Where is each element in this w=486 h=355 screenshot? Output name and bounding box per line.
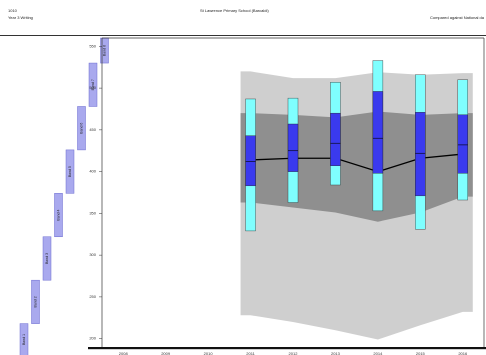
y-tick-label: 250 bbox=[89, 294, 96, 299]
band-label-2: Band 2 bbox=[33, 296, 37, 307]
y-tick-label: 400 bbox=[89, 169, 96, 174]
band-label-6: Band 6 bbox=[79, 123, 83, 134]
band-label-5: Band 5 bbox=[68, 166, 72, 177]
x-tick-label: 2011 bbox=[246, 351, 255, 355]
comparison-note: Compared against National da bbox=[429, 15, 484, 20]
x-tick-label: 2013 bbox=[331, 351, 341, 355]
report-subject: Year 3 Writing bbox=[8, 15, 33, 20]
x-axis-bar bbox=[88, 347, 486, 350]
band-label-4: Band 4 bbox=[56, 209, 60, 220]
box-inner-2011 bbox=[245, 135, 256, 187]
y-tick-label: 200 bbox=[89, 336, 96, 341]
x-tick-label: 2009 bbox=[161, 351, 171, 355]
box-inner-2012 bbox=[287, 123, 299, 172]
median-trend-line bbox=[250, 153, 463, 173]
band-box-2 bbox=[31, 279, 40, 324]
band-label-8: Band 8 bbox=[102, 45, 106, 56]
plot-area bbox=[240, 60, 473, 340]
x-tick-label: 2010 bbox=[204, 351, 214, 355]
band-box-5 bbox=[65, 149, 75, 194]
y-tick-label: 550 bbox=[89, 43, 96, 48]
band-scale: Band 1 Band 2 Band 3 Band 4 Band 5 Band 6 Band… bbox=[19, 37, 109, 355]
box-inner-2014 bbox=[372, 91, 384, 174]
x-tick-label: 2016 bbox=[458, 351, 468, 355]
school-name: St Lawrence Primary School (Barcaldi) bbox=[200, 8, 269, 13]
y-tick-label: 500 bbox=[89, 85, 96, 90]
band-box-3 bbox=[42, 236, 52, 281]
y-tick-label: 350 bbox=[89, 210, 96, 215]
y-tick-label: 450 bbox=[89, 127, 96, 132]
band-label-3: Band 3 bbox=[45, 253, 49, 264]
box-inner-2016 bbox=[457, 114, 468, 174]
national-inner-range bbox=[240, 111, 473, 222]
box-inner-2015 bbox=[415, 112, 426, 197]
band-label-1: Band 1 bbox=[22, 334, 26, 345]
y-tick-label: 300 bbox=[89, 252, 96, 257]
axes: 200 250 300 350 400 450 500 550 2008 2009 2010 2011… bbox=[88, 37, 486, 355]
band-label-7: Band 7 bbox=[91, 79, 95, 90]
band-box-7 bbox=[88, 62, 98, 107]
header-divider bbox=[0, 35, 486, 36]
band-box-1 bbox=[19, 323, 29, 355]
x-tick-label: 2012 bbox=[289, 351, 299, 355]
report-code: 1010 bbox=[8, 8, 17, 13]
box-inner-2013 bbox=[330, 112, 341, 166]
x-tick-label: 2008 bbox=[119, 351, 129, 355]
x-tick-label: 2015 bbox=[416, 351, 426, 355]
band-box-6 bbox=[77, 106, 86, 151]
x-tick-label: 2014 bbox=[373, 351, 383, 355]
band-box-4 bbox=[54, 193, 63, 238]
